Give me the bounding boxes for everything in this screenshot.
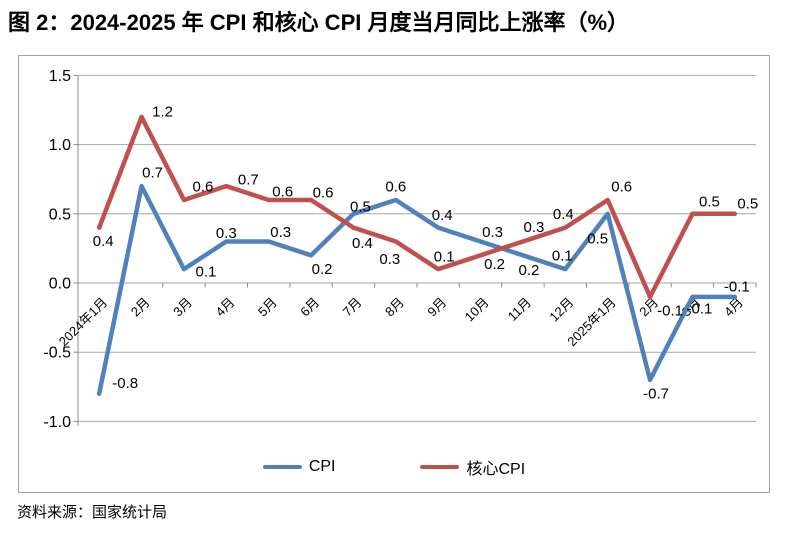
y-axis-tick-label: 0.5 xyxy=(49,206,71,223)
cpi-data-label: -0.7 xyxy=(643,385,669,402)
x-axis-tick-label: 5月 xyxy=(255,295,280,320)
y-axis-tick-label: 0.0 xyxy=(49,276,71,293)
x-axis-tick-label: 12月 xyxy=(546,295,576,325)
legend-swatch-core-cpi xyxy=(420,464,460,470)
cpi-data-label: 0.1 xyxy=(552,248,573,265)
core-cpi-line xyxy=(96,114,738,300)
legend-item-core-cpi: 核心CPI xyxy=(420,455,525,479)
legend-label-cpi: CPI xyxy=(308,458,336,475)
core-cpi-data-label: 0.4 xyxy=(553,206,574,223)
x-axis-tick-label: 2月 xyxy=(128,295,153,320)
legend-swatch-cpi xyxy=(262,464,302,470)
cpi-line xyxy=(96,183,738,396)
cpi-data-label: 0.3 xyxy=(482,224,503,241)
core-cpi-data-label: 0.1 xyxy=(434,249,455,266)
core-cpi-data-label: 0.3 xyxy=(379,251,400,268)
x-axis-tick-label: 7月 xyxy=(340,295,365,320)
legend-item-cpi: CPI xyxy=(262,458,336,476)
core-cpi-data-label: 0.6 xyxy=(272,183,293,200)
x-axis-tick-label: 2024年1月 xyxy=(56,295,111,350)
core-cpi-data-label: 0.6 xyxy=(611,178,632,195)
core-cpi-data-label: 1.2 xyxy=(152,103,173,120)
cpi-data-label: 0.6 xyxy=(385,178,406,195)
y-axis-tick-label: -1.0 xyxy=(43,414,71,431)
legend: CPI 核心CPI xyxy=(19,455,769,479)
cpi-data-label: 0.3 xyxy=(270,224,291,241)
x-axis-tick-label: 10月 xyxy=(462,295,492,325)
x-axis-tick-label: 11月 xyxy=(505,295,534,324)
x-axis-tick-label: 3月 xyxy=(170,295,195,320)
core-cpi-data-label: 0.3 xyxy=(524,219,545,236)
core-cpi-data-label: 0.4 xyxy=(93,233,114,250)
core-cpi-data-label: 0.5 xyxy=(737,195,758,212)
y-axis-tick-label: -0.5 xyxy=(43,345,71,362)
core-cpi-data-label: 0.6 xyxy=(313,184,334,201)
core-cpi-data-label: 0.5 xyxy=(699,193,720,210)
x-axis-tick-label: 4月 xyxy=(213,295,238,320)
cpi-data-label: 0.5 xyxy=(587,230,608,247)
cpi-data-label: -0.1 xyxy=(724,278,750,295)
cpi-data-label: -0.1 xyxy=(687,300,713,317)
cpi-data-label: 0.2 xyxy=(519,262,540,279)
chart-frame: 1.5 1.0 0.5 0.0 -0.5 -1.0 2024年1月 2月 3月 4月 5月 6月 7月 8… xyxy=(18,55,770,493)
core-cpi-data-label: -0.1 xyxy=(657,302,683,319)
x-axis-tick-label: 6月 xyxy=(297,295,322,320)
legend-label-core-cpi: 核心CPI xyxy=(466,461,526,478)
cpi-data-label: 0.1 xyxy=(196,264,217,281)
source-note: 资料来源：国家统计局 xyxy=(17,504,168,521)
cpi-data-label: 0.7 xyxy=(142,165,163,182)
cpi-data-label: 0.4 xyxy=(432,207,453,224)
cpi-data-label: 0.2 xyxy=(312,261,333,278)
x-axis-tick-label: 9月 xyxy=(424,295,449,320)
cpi-data-label: 0.5 xyxy=(350,198,371,215)
y-axis-tick-label: 1.0 xyxy=(49,137,71,154)
core-cpi-data-label: 0.2 xyxy=(484,256,505,273)
chart-title: 图 2：2024-2025 年 CPI 和核心 CPI 月度当月同比上涨率（%） xyxy=(8,10,630,35)
cpi-data-label: -0.8 xyxy=(112,375,138,392)
core-cpi-data-label: 0.4 xyxy=(352,235,373,252)
core-cpi-data-label: 0.7 xyxy=(238,172,259,189)
x-axis-tick-label: 8月 xyxy=(382,295,407,320)
plot-svg: 1.5 1.0 0.5 0.0 -0.5 -1.0 2024年1月 2月 3月 4月 5月 6月 7月 8… xyxy=(43,68,758,431)
core-cpi-data-label: 0.6 xyxy=(193,178,214,195)
cpi-data-label: 0.3 xyxy=(216,225,237,242)
y-axis-tick-label: 1.5 xyxy=(49,68,71,85)
